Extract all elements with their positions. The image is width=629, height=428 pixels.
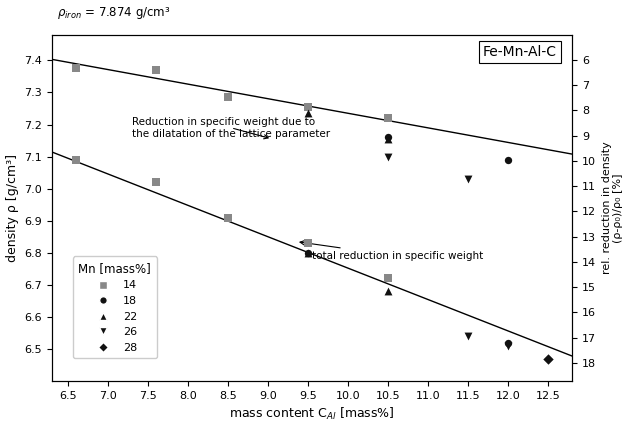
Point [70, 156, 81, 163]
Y-axis label: density ρ [g/cm³]: density ρ [g/cm³] [6, 154, 19, 262]
Point [303, 110, 313, 117]
Text: Fe-Mn-Al-C: Fe-Mn-Al-C [483, 45, 557, 59]
Point [503, 156, 513, 163]
Point [383, 115, 393, 122]
Text: $\rho_{iron}$ = 7.874 g/cm³: $\rho_{iron}$ = 7.874 g/cm³ [57, 5, 170, 21]
Point [223, 214, 233, 221]
Point [503, 342, 513, 349]
Text: Reduction in specific weight due to
the dilatation of the lattice parameter: Reduction in specific weight due to the … [132, 117, 330, 139]
Point [383, 288, 393, 295]
Point [383, 134, 393, 141]
Point [303, 104, 313, 110]
Y-axis label: rel. reduction in density
(ρ-ρ₀)/ρ₀ [%]: rel. reduction in density (ρ-ρ₀)/ρ₀ [%] [602, 142, 623, 274]
Point [223, 94, 233, 101]
Point [464, 175, 474, 182]
Text: total reduction in specific weight: total reduction in specific weight [300, 241, 483, 261]
Point [383, 136, 393, 143]
Point [303, 250, 313, 256]
Point [151, 179, 161, 186]
Point [503, 339, 513, 346]
Point [303, 240, 313, 247]
Legend: 14, 18, 22, 26, 28: 14, 18, 22, 26, 28 [73, 256, 157, 358]
Point [151, 67, 161, 74]
Point [543, 355, 554, 362]
Point [464, 333, 474, 339]
Point [383, 153, 393, 160]
Point [303, 250, 313, 256]
Point [70, 65, 81, 72]
Point [383, 275, 393, 282]
X-axis label: mass content C$_{Al}$ [mass%]: mass content C$_{Al}$ [mass%] [229, 406, 395, 422]
